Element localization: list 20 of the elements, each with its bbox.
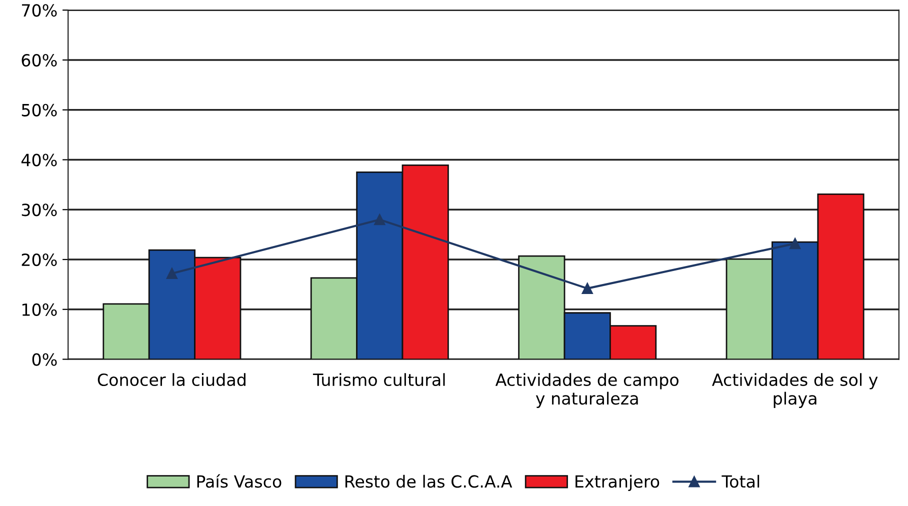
x-tick-label: Turismo cultural (312, 373, 445, 386)
y-tick-label: 60% (22, 54, 57, 67)
point (582, 282, 593, 294)
y-tick-label: 30% (22, 204, 57, 216)
y-tick-label: 40% (21, 154, 57, 166)
x-tick-label: Actividades de campo y naturaleza (495, 373, 678, 408)
legend-label: Total (722, 474, 760, 488)
y-tick-label: 50% (22, 104, 57, 116)
legend-label: Extranjero (576, 474, 660, 491)
legend-label: País Vasco (197, 474, 282, 488)
point (790, 238, 801, 250)
y-tick-label: 70% (22, 4, 57, 17)
legend-label: Resto de las C.C.A.A (345, 474, 512, 488)
y-tick-label: 10% (22, 303, 57, 316)
x-tick-label: Actividades de sol y playa (712, 373, 878, 408)
y-tick-label: 20% (22, 253, 57, 266)
y-tick-label: 0% (32, 353, 57, 366)
point (374, 214, 386, 226)
point (166, 268, 178, 280)
x-tick-label: Conocer la ciudad (98, 373, 246, 386)
